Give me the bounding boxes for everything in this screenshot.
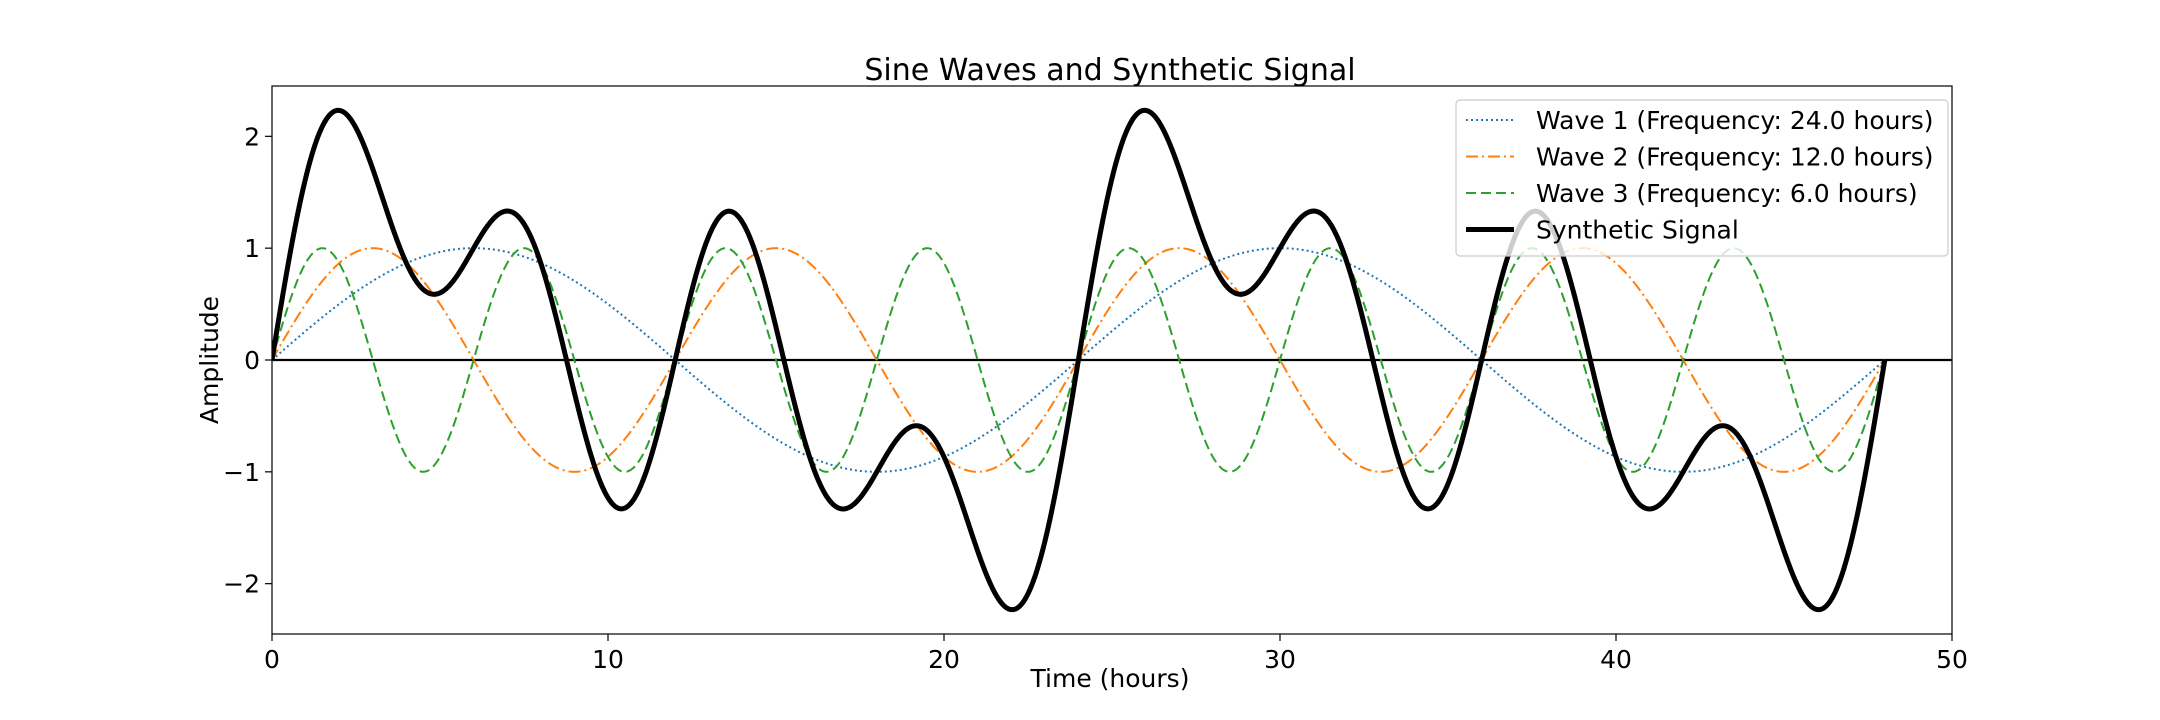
y-axis-label: Amplitude [195, 296, 224, 424]
series-line-4 [272, 107, 1888, 613]
legend: Wave 1 (Frequency: 24.0 hours) Wave 2 (Fr… [1455, 99, 1949, 257]
legend-label-1: Wave 1 (Frequency: 24.0 hours) [1536, 106, 1934, 135]
series-lines [272, 107, 1888, 613]
legend-label-2: Wave 2 (Frequency: 12.0 hours) [1536, 143, 1934, 172]
legend-label-4: Synthetic Signal [1536, 216, 1739, 245]
x-tick-label: 20 [928, 645, 960, 674]
x-axis-label: Time (hours) [1030, 664, 1190, 693]
x-tick-label: 30 [1264, 645, 1296, 674]
y-tick-label: 2 [244, 122, 260, 151]
y-tick-label: 0 [244, 346, 260, 375]
plot-area: 0 10 20 30 40 50 −2 −1 0 1 2 [223, 85, 1968, 674]
x-tick-label: 50 [1936, 645, 1968, 674]
y-tick-label: −1 [223, 458, 260, 487]
y-tick-label: −2 [223, 570, 260, 599]
legend-label-3: Wave 3 (Frequency: 6.0 hours) [1536, 179, 1918, 208]
x-tick-label: 10 [592, 645, 624, 674]
y-tick-label: 1 [244, 234, 260, 263]
x-tick-label: 0 [264, 645, 280, 674]
x-tick-label: 40 [1600, 645, 1632, 674]
legend-box [1455, 99, 1949, 257]
chart-title: Sine Waves and Synthetic Signal [864, 53, 1355, 88]
